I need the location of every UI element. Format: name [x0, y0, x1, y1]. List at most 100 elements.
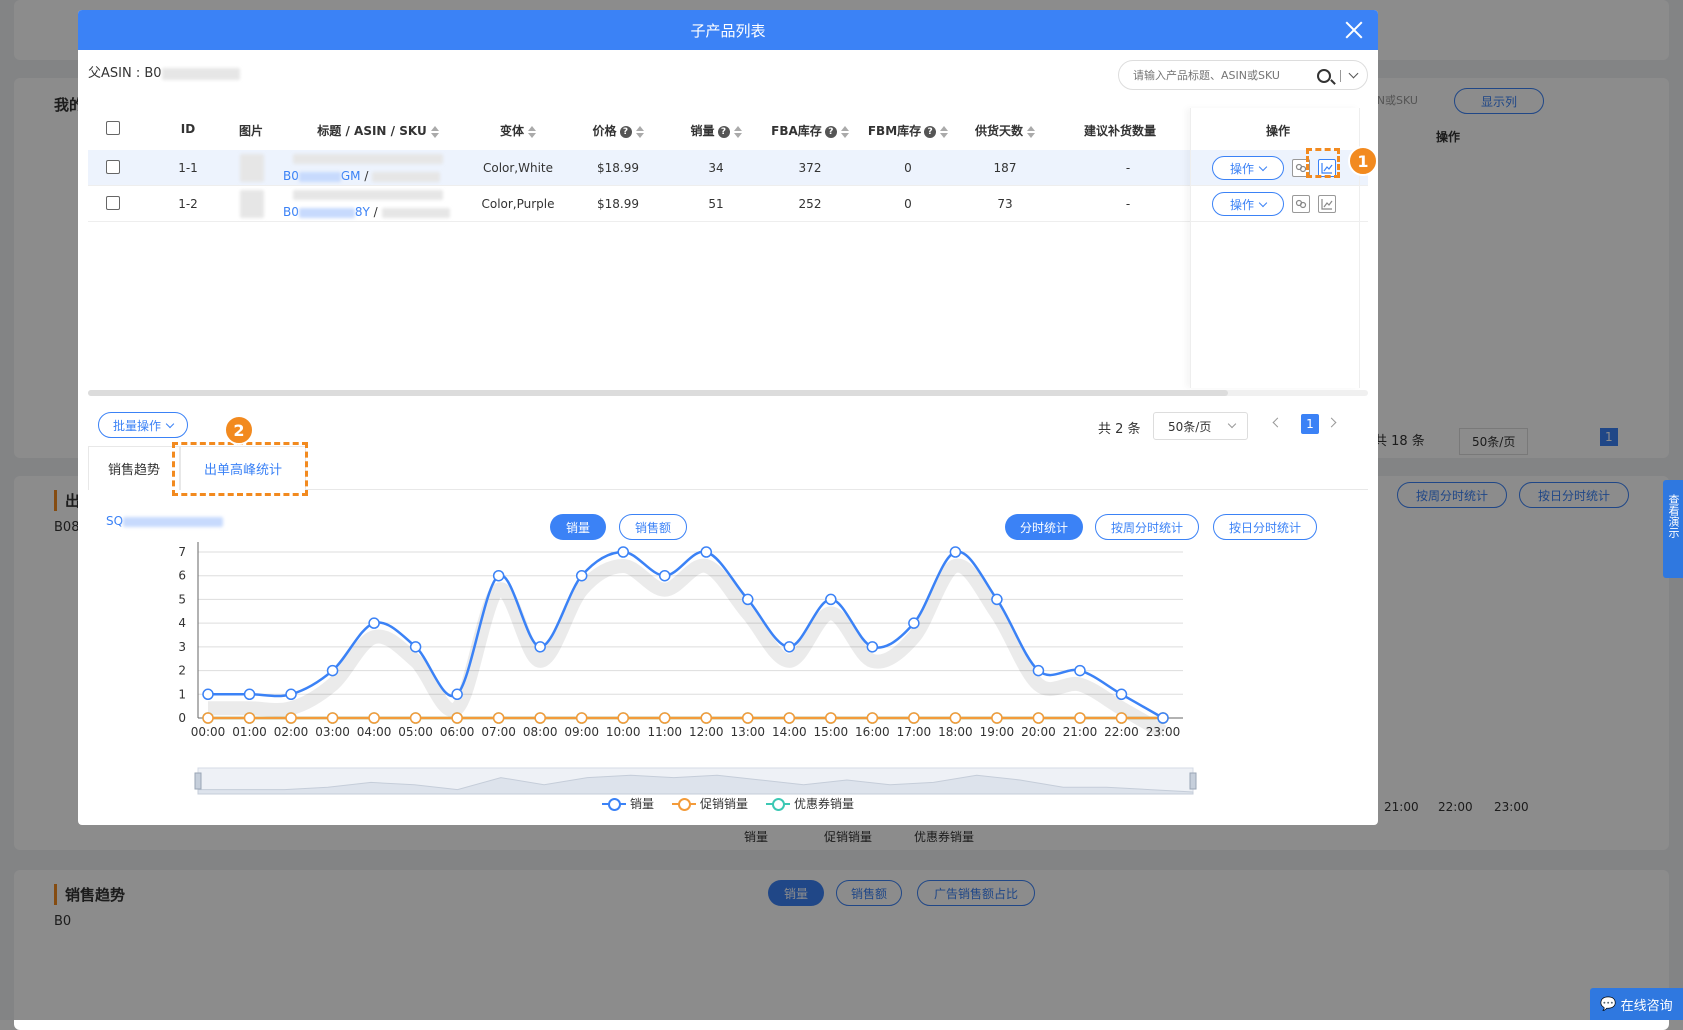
y-tick-label: 3 — [178, 640, 186, 654]
help-icon[interactable]: ? — [619, 125, 632, 138]
ops-button[interactable]: 操作 — [1212, 156, 1284, 180]
sort-icon[interactable] — [940, 125, 949, 138]
bg-page-size[interactable]: 50条/页 — [1459, 428, 1529, 455]
help-icon[interactable]: ? — [924, 125, 937, 138]
x-tick-label: 13:00 — [730, 725, 765, 739]
batch-ops-button[interactable]: 批量操作 — [98, 412, 188, 438]
legend-sales-marker — [601, 797, 626, 811]
sku-prefix: SQ — [106, 514, 124, 528]
data-point — [1032, 712, 1045, 724]
mode-weekly-button[interactable]: 按周分时统计 — [1095, 514, 1199, 540]
redacted-sku — [372, 171, 441, 182]
sort-icon[interactable] — [528, 125, 536, 138]
bg-show-columns-button[interactable]: 显示列 — [1454, 88, 1544, 114]
bg-amount-button[interactable]: 销售额 — [836, 880, 902, 906]
data-point — [991, 712, 1003, 724]
col-fba[interactable]: FBA库存? — [760, 122, 860, 139]
row-checkbox[interactable] — [106, 160, 120, 174]
sort-icon[interactable] — [1027, 125, 1035, 138]
col-sales[interactable]: 销量? — [676, 122, 756, 139]
col-supply-days[interactable]: 供货天数 — [960, 122, 1050, 139]
y-tick-label: 4 — [178, 616, 186, 630]
x-tick-label: 04:00 — [357, 725, 392, 739]
mode-daily-button[interactable]: 按日分时统计 — [1213, 514, 1317, 540]
data-point — [700, 546, 713, 558]
online-chat-button[interactable]: 💬 在线咨询 — [1590, 988, 1683, 1020]
page-size-value: 50条/页 — [1168, 419, 1212, 434]
col-title-label: 标题 / ASIN / SKU — [317, 124, 427, 138]
tab-peak-stats[interactable]: 出单高峰统计 — [180, 446, 306, 490]
search-input[interactable] — [1133, 68, 1303, 82]
x-tick-label: 14:00 — [772, 725, 807, 739]
col-fba-label: FBA库存 — [771, 124, 822, 138]
link-icon[interactable] — [1292, 195, 1310, 213]
chat-label: 在线咨询 — [1620, 998, 1673, 1014]
current-page[interactable]: 1 — [1301, 414, 1319, 434]
col-image: 图片 — [238, 124, 263, 138]
col-supply-days-label: 供货天数 — [974, 124, 1023, 138]
modal-header: 子产品列表 — [78, 10, 1378, 50]
x-tick-label: 11:00 — [647, 725, 682, 739]
col-price-label: 价格 — [592, 124, 617, 138]
data-point — [866, 712, 879, 724]
ops-button[interactable]: 操作 — [1212, 192, 1284, 216]
row-sales: 34 — [708, 161, 724, 175]
row-asin[interactable]: B0 8Y / — [283, 205, 450, 219]
chart-icon[interactable] — [1318, 195, 1336, 213]
col-price[interactable]: 价格? — [578, 122, 658, 139]
row-variant: Color,White — [482, 161, 554, 175]
pager-total: 共 2 条 — [1098, 422, 1141, 437]
data-point — [742, 593, 754, 606]
row-checkbox[interactable] — [106, 196, 120, 210]
legend-item-promo[interactable]: 促销销量 — [671, 795, 748, 812]
bg-title-trend: 销售趋势 — [54, 884, 125, 905]
bg-sales-button[interactable]: 销量 — [768, 880, 824, 906]
sort-icon[interactable] — [430, 125, 439, 138]
legend-item-sales[interactable]: 销量 — [601, 795, 654, 812]
sort-icon[interactable] — [635, 125, 644, 138]
scrollbar-thumb[interactable] — [88, 390, 1228, 396]
row-asin[interactable]: B0 GM / — [283, 169, 441, 183]
bg-week-button[interactable]: 按周分时统计 — [1397, 482, 1507, 508]
sort-icon[interactable] — [840, 125, 849, 138]
data-point — [825, 593, 837, 606]
data-point — [368, 712, 380, 724]
horizontal-scrollbar[interactable] — [88, 390, 1368, 396]
tab-sales-trend[interactable]: 销售趋势 — [88, 446, 180, 490]
bg-xtick-2: 22:00 — [1438, 800, 1473, 814]
mode-hourly-button[interactable]: 分时统计 — [1005, 514, 1083, 540]
search-field[interactable] — [1118, 60, 1368, 90]
bg-page[interactable]: 1 — [1600, 428, 1618, 446]
parent-asin-label: 父ASIN : B0 — [88, 66, 162, 81]
bg-ops-header: 操作 — [1436, 130, 1461, 144]
data-point — [326, 664, 339, 677]
x-tick-label: 07:00 — [481, 725, 516, 739]
help-icon[interactable]: ? — [824, 125, 837, 138]
table-row[interactable]: 1-1 B0 GM / Color,White $18.99 34 372 0 1… — [88, 150, 1368, 186]
col-variant[interactable]: 变体 — [473, 122, 563, 139]
series-shadow — [207, 558, 1167, 739]
select-all-checkbox[interactable] — [106, 121, 120, 135]
data-point — [658, 569, 671, 582]
help-icon[interactable]: ? — [717, 125, 730, 138]
product-thumbnail — [240, 190, 264, 218]
data-point — [700, 712, 713, 724]
col-fbm[interactable]: FBM库存? — [858, 122, 958, 139]
row-price: $18.99 — [597, 197, 639, 211]
search-icon[interactable] — [1317, 69, 1331, 83]
demo-side-tab[interactable]: 查看演示 — [1663, 480, 1683, 578]
row-restock: - — [1125, 197, 1131, 211]
page-size-select[interactable]: 50条/页 — [1153, 412, 1248, 440]
bg-day-button[interactable]: 按日分时统计 — [1519, 482, 1629, 508]
sort-icon[interactable] — [733, 125, 742, 138]
metric-amount-button[interactable]: 销售额 — [619, 514, 687, 540]
metric-sales-button[interactable]: 销量 — [550, 514, 606, 540]
col-title[interactable]: 标题 / ASIN / SKU — [298, 122, 458, 139]
legend-item-coupon[interactable]: 优惠券销量 — [766, 795, 854, 812]
table-row[interactable]: 1-2 B0 8Y / Color,Purple $18.99 51 252 0 … — [88, 186, 1368, 222]
row-restock: - — [1125, 161, 1131, 175]
step-badge-1: 1 — [1348, 146, 1378, 176]
link-icon[interactable] — [1292, 159, 1310, 177]
data-point — [825, 712, 837, 724]
bg-ad-button[interactable]: 广告销售额占比 — [917, 880, 1035, 906]
